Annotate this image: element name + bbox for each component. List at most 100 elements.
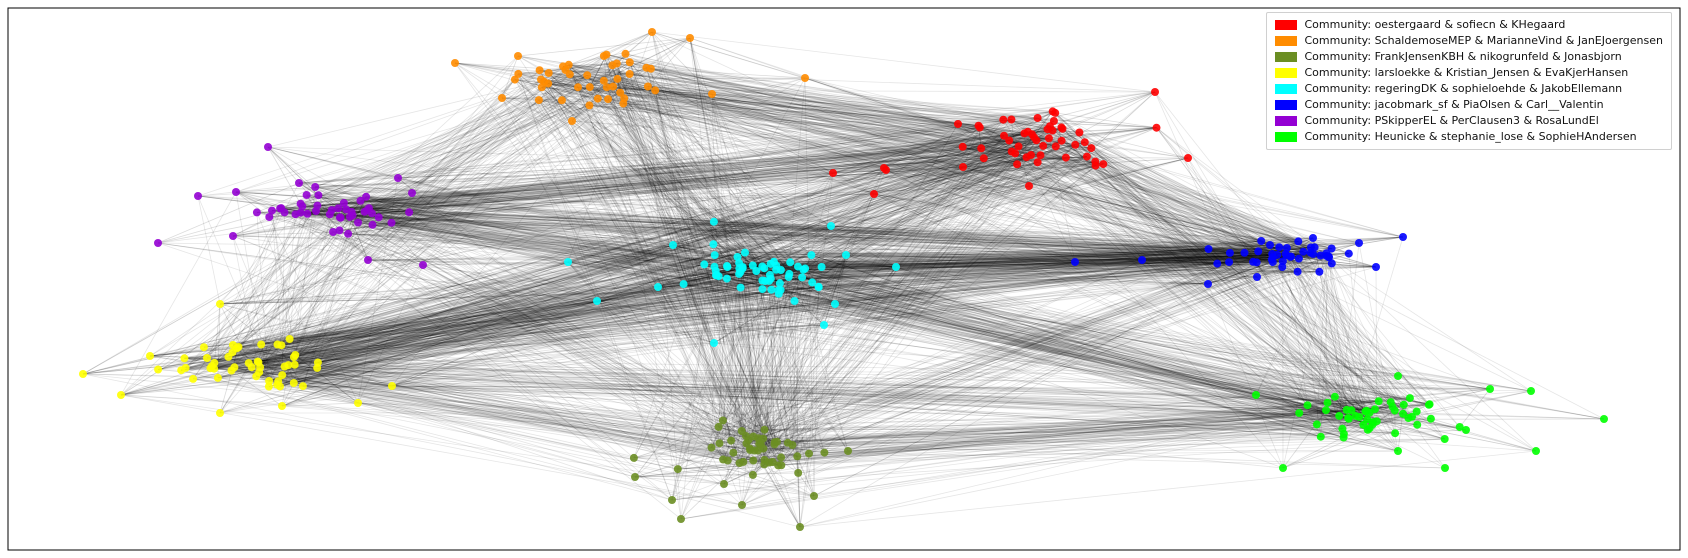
- network-edge: [763, 388, 1491, 449]
- network-node: [405, 208, 414, 217]
- network-edge: [787, 442, 1446, 469]
- network-edge: [238, 73, 571, 348]
- network-edge: [1055, 146, 1430, 405]
- network-edge: [1054, 112, 1393, 408]
- network-edge: [744, 252, 1230, 263]
- network-edge: [596, 300, 1399, 452]
- network-edge: [719, 254, 1287, 444]
- network-edge: [289, 254, 1278, 340]
- network-edge: [234, 366, 773, 463]
- network-edge: [211, 135, 1005, 367]
- network-edge: [409, 211, 753, 266]
- network-edge: [214, 264, 705, 364]
- network-edge: [703, 264, 775, 445]
- network-node: [252, 372, 261, 381]
- network-edge: [657, 125, 1051, 288]
- network-edge: [120, 278, 727, 396]
- network-edge: [1320, 255, 1356, 416]
- network-edge: [278, 256, 1291, 382]
- network-edge: [1065, 157, 1278, 256]
- network-edge: [294, 364, 770, 463]
- network-edge: [294, 364, 765, 461]
- network-edge: [778, 259, 1272, 291]
- network-edge: [548, 83, 1087, 157]
- network-edge: [307, 69, 566, 215]
- network-edge: [845, 254, 1299, 259]
- network-edge: [367, 209, 738, 258]
- network-edge: [317, 157, 1189, 363]
- network-edge: [743, 404, 1404, 463]
- network-edge: [149, 287, 741, 357]
- network-edge: [739, 273, 1430, 405]
- network-edge: [646, 67, 790, 275]
- network-edge: [763, 167, 885, 465]
- network-edge: [352, 214, 770, 282]
- network-edge: [411, 192, 875, 195]
- network-edge: [1030, 154, 1278, 256]
- network-edge: [672, 244, 1298, 273]
- network-edge: [741, 253, 1273, 432]
- network-edge: [307, 117, 1038, 215]
- network-edge: [277, 157, 1189, 386]
- network-edge: [758, 432, 1396, 451]
- network-edge: [769, 261, 1076, 282]
- network-edge: [1030, 154, 1332, 249]
- network-node: [718, 416, 727, 425]
- network-edge: [288, 256, 1329, 366]
- network-edge: [739, 417, 1349, 464]
- network-edge: [261, 277, 803, 345]
- network-edge: [780, 259, 1272, 271]
- network-edge: [346, 209, 766, 282]
- network-edge: [228, 256, 1330, 358]
- network-edge: [338, 207, 1537, 452]
- network-edge: [1009, 140, 1258, 278]
- network-edge: [197, 195, 1286, 255]
- network-edge: [770, 263, 1209, 285]
- network-edge: [157, 192, 413, 244]
- network-edge: [603, 55, 1012, 120]
- network-node: [1254, 247, 1263, 256]
- network-edge: [541, 86, 738, 258]
- network-edge: [391, 222, 1373, 425]
- network-edge: [655, 90, 1049, 139]
- network-edge: [778, 289, 1344, 438]
- network-edge: [718, 253, 1327, 428]
- network-edge: [185, 263, 771, 369]
- network-edge: [713, 77, 806, 245]
- network-edge: [347, 233, 759, 439]
- network-edge: [317, 153, 1016, 206]
- network-edge: [397, 153, 1016, 179]
- network-edge: [741, 140, 1062, 432]
- network-node: [710, 339, 718, 347]
- network-edge: [307, 213, 1278, 256]
- network-edge: [1307, 400, 1379, 406]
- network-edge: [366, 196, 1271, 246]
- network-edge: [774, 266, 897, 445]
- network-edge: [746, 417, 1409, 444]
- network-edge: [411, 192, 799, 267]
- network-edge: [1061, 140, 1405, 406]
- network-node: [1225, 248, 1234, 257]
- network-edge: [343, 67, 647, 204]
- network-edge: [727, 247, 1312, 461]
- network-edge: [606, 86, 713, 95]
- network-edge: [757, 123, 959, 451]
- network-edge: [1228, 261, 1411, 399]
- network-edge: [689, 37, 764, 439]
- network-edge: [282, 300, 598, 376]
- network-edge: [713, 240, 1262, 344]
- network-edge: [1256, 256, 1330, 278]
- network-edge: [235, 191, 270, 387]
- network-edge: [1016, 164, 1284, 469]
- legend-swatch: [1274, 36, 1297, 46]
- network-edge: [267, 146, 339, 209]
- network-edge: [158, 267, 765, 370]
- network-edge: [567, 261, 1340, 417]
- network-edge: [391, 222, 740, 464]
- network-node: [514, 52, 522, 60]
- network-edge: [284, 212, 1283, 268]
- network-node: [1082, 152, 1091, 161]
- network-edge: [804, 77, 1027, 158]
- network-edge: [343, 127, 1157, 204]
- network-edge: [763, 448, 1399, 452]
